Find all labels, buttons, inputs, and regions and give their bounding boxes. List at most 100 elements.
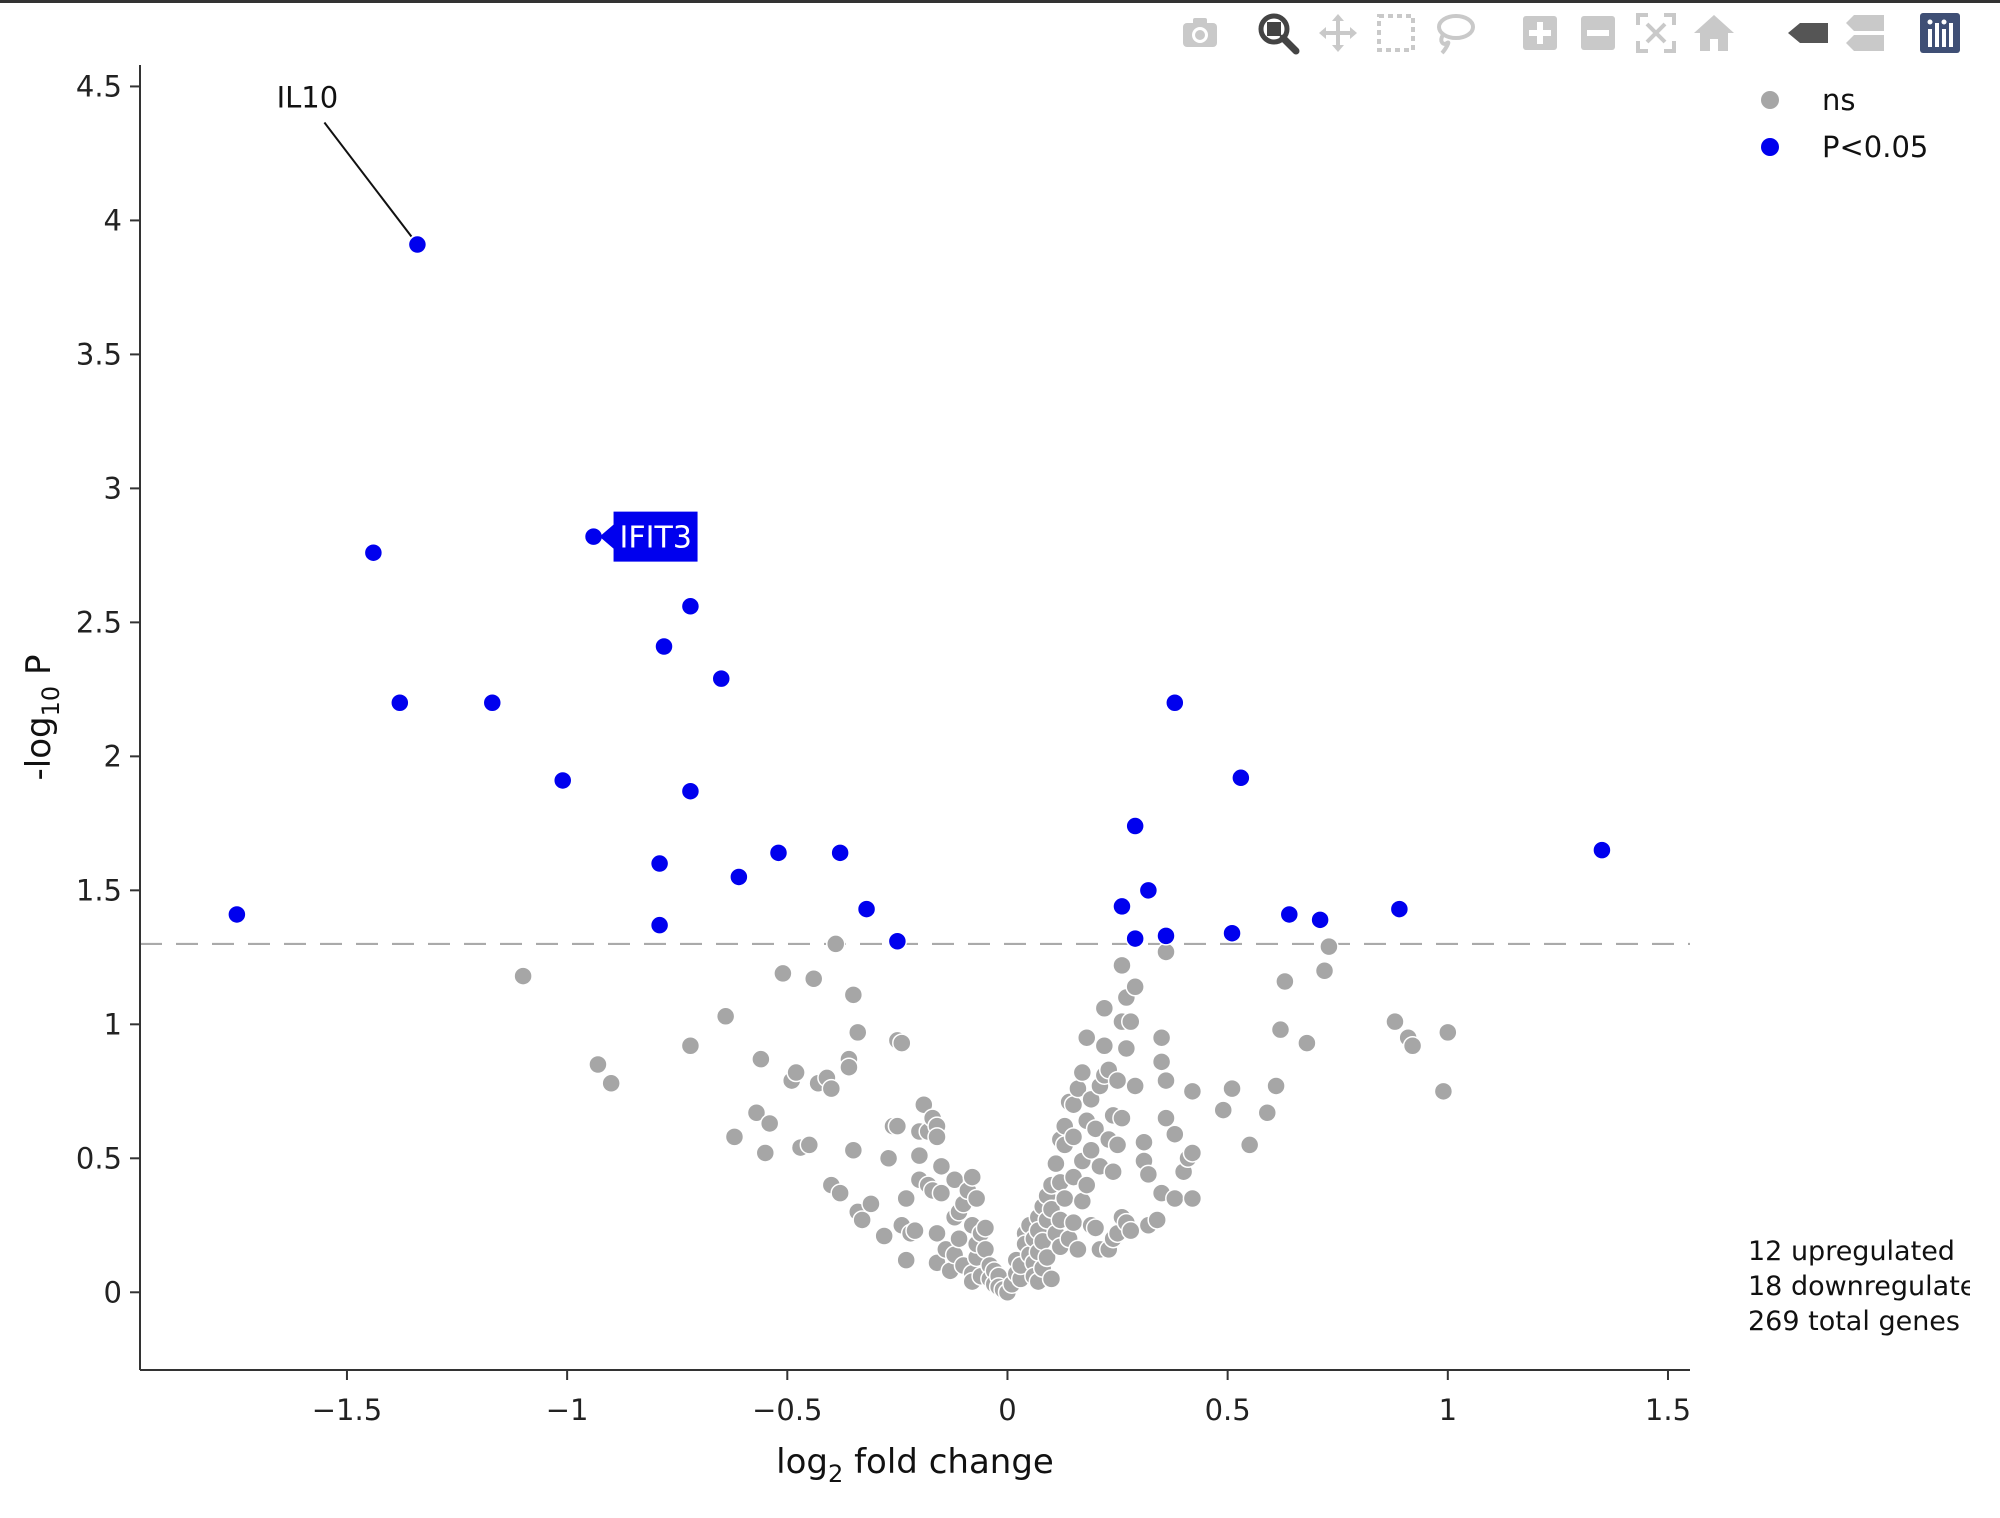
- ns-point[interactable]: [887, 1116, 908, 1136]
- ns-point[interactable]: [1072, 1062, 1093, 1083]
- box-select-icon[interactable]: [1371, 8, 1421, 58]
- significant-point[interactable]: [729, 867, 749, 887]
- ns-point[interactable]: [799, 1135, 820, 1155]
- ns-point[interactable]: [1103, 1161, 1123, 1182]
- ns-point[interactable]: [601, 1073, 621, 1094]
- ns-point[interactable]: [962, 1167, 982, 1187]
- ns-point[interactable]: [896, 1188, 916, 1209]
- significant-point[interactable]: [482, 693, 503, 713]
- ns-point[interactable]: [914, 1094, 934, 1115]
- ns-point[interactable]: [975, 1218, 996, 1238]
- ns-point[interactable]: [1151, 1052, 1172, 1072]
- plotly-logo-icon[interactable]: [1915, 8, 1965, 58]
- ns-point[interactable]: [1076, 1175, 1097, 1195]
- reset-axes-icon[interactable]: [1689, 8, 1739, 58]
- ns-point[interactable]: [1112, 955, 1132, 976]
- ns-point[interactable]: [1182, 1081, 1203, 1102]
- lasso-select-icon[interactable]: [1429, 8, 1479, 58]
- significant-point[interactable]: [1138, 880, 1159, 901]
- ns-point[interactable]: [843, 1140, 864, 1161]
- ns-point[interactable]: [1107, 1135, 1128, 1155]
- ns-point[interactable]: [905, 1220, 925, 1241]
- significant-point[interactable]: [1310, 910, 1330, 930]
- ns-point[interactable]: [927, 1223, 947, 1244]
- ns-point[interactable]: [966, 1188, 987, 1209]
- significant-point[interactable]: [227, 904, 247, 925]
- significant-point[interactable]: [1222, 923, 1242, 943]
- ns-point[interactable]: [1112, 1108, 1132, 1128]
- ns-point[interactable]: [1125, 977, 1145, 997]
- significant-point[interactable]: [1125, 928, 1145, 949]
- ns-point[interactable]: [830, 1183, 850, 1203]
- ns-point[interactable]: [1213, 1100, 1233, 1120]
- ns-point[interactable]: [759, 1113, 780, 1134]
- significant-point[interactable]: [649, 853, 670, 874]
- significant-point[interactable]: [1125, 816, 1145, 836]
- ns-point[interactable]: [1319, 936, 1339, 957]
- legend-item-significant[interactable]: P<0.05: [1761, 130, 1928, 164]
- ns-point[interactable]: [1063, 1212, 1084, 1233]
- ns-point[interactable]: [931, 1183, 952, 1203]
- ns-point[interactable]: [892, 1033, 912, 1053]
- ns-point[interactable]: [1072, 1191, 1093, 1211]
- significant-point[interactable]: [680, 781, 701, 801]
- zoom-icon[interactable]: [1253, 8, 1303, 58]
- ns-point[interactable]: [1239, 1135, 1260, 1155]
- ns-point[interactable]: [1081, 1140, 1101, 1161]
- significant-point[interactable]: [1112, 896, 1132, 917]
- significant-point[interactable]: [1165, 693, 1185, 713]
- ns-point[interactable]: [1076, 1027, 1097, 1048]
- ns-point[interactable]: [825, 934, 846, 954]
- ns-point[interactable]: [1314, 960, 1335, 981]
- ns-point[interactable]: [1094, 998, 1115, 1018]
- significant-point[interactable]: [654, 636, 674, 657]
- ns-point[interactable]: [975, 1239, 996, 1260]
- significant-point[interactable]: [390, 693, 410, 713]
- ns-point[interactable]: [786, 1062, 806, 1083]
- autoscale-icon[interactable]: [1631, 8, 1681, 58]
- ns-point[interactable]: [1156, 942, 1176, 962]
- ns-point[interactable]: [1151, 1027, 1172, 1048]
- significant-point[interactable]: [1279, 904, 1300, 925]
- ns-point[interactable]: [821, 1078, 842, 1099]
- ns-point[interactable]: [878, 1148, 899, 1169]
- ns-point[interactable]: [1222, 1078, 1242, 1099]
- ns-point[interactable]: [1147, 1210, 1167, 1230]
- zoom-in-icon[interactable]: [1515, 8, 1565, 58]
- significant-point[interactable]: [830, 843, 850, 863]
- compare-hover-icon[interactable]: [1839, 8, 1889, 58]
- ns-point[interactable]: [1081, 1089, 1101, 1110]
- ns-point[interactable]: [1063, 1094, 1084, 1115]
- significant-point[interactable]: [768, 843, 789, 863]
- ns-point[interactable]: [874, 1226, 894, 1246]
- ns-point[interactable]: [1121, 1220, 1141, 1241]
- ns-point[interactable]: [751, 1049, 771, 1069]
- ns-point[interactable]: [1165, 1188, 1185, 1209]
- significant-point[interactable]: [1156, 926, 1176, 946]
- ns-point[interactable]: [715, 1006, 736, 1027]
- significant-point[interactable]: [711, 668, 731, 689]
- ns-point[interactable]: [931, 1156, 952, 1177]
- ns-point[interactable]: [1085, 1218, 1106, 1238]
- ns-point[interactable]: [1054, 1188, 1075, 1209]
- significant-point[interactable]: [363, 542, 384, 563]
- ns-point[interactable]: [1085, 1119, 1106, 1139]
- ns-point[interactable]: [1037, 1247, 1057, 1268]
- significant-point[interactable]: [1389, 899, 1410, 919]
- ns-point[interactable]: [1156, 1070, 1176, 1091]
- ns-point[interactable]: [1125, 1076, 1145, 1096]
- significant-point[interactable]: [649, 915, 670, 935]
- ns-point[interactable]: [746, 1103, 767, 1123]
- ns-point[interactable]: [1156, 1108, 1176, 1128]
- ns-point[interactable]: [1063, 1127, 1084, 1147]
- ns-point[interactable]: [1270, 1019, 1291, 1040]
- ns-point[interactable]: [1165, 1124, 1185, 1144]
- ns-point[interactable]: [1068, 1239, 1088, 1260]
- ns-point[interactable]: [588, 1054, 608, 1075]
- significant-point[interactable]: [887, 931, 908, 952]
- ns-point[interactable]: [1182, 1188, 1203, 1209]
- ns-point[interactable]: [1134, 1132, 1154, 1152]
- ns-point[interactable]: [1121, 1011, 1141, 1032]
- ns-point[interactable]: [1257, 1103, 1278, 1123]
- ns-point[interactable]: [1094, 1036, 1115, 1056]
